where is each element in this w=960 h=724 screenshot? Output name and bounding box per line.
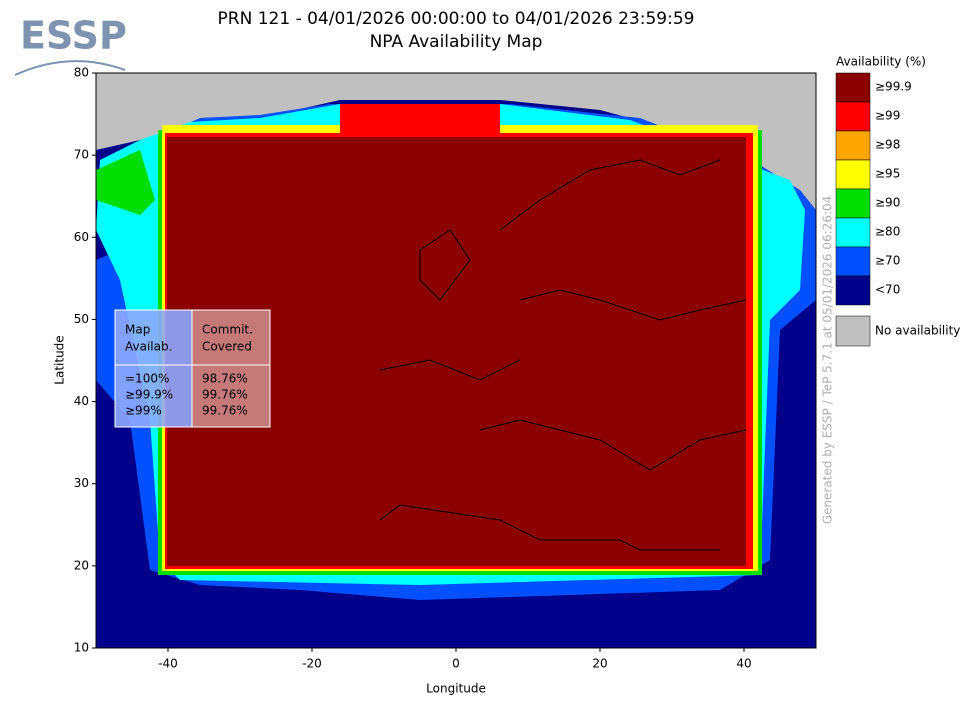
watermark: Generated by ESSP / TeP 5.7.1 at 05/01/2… bbox=[821, 196, 835, 525]
x-tick-label: -20 bbox=[302, 657, 322, 671]
y-tick-label: 30 bbox=[74, 476, 89, 490]
legend-label: ≥80 bbox=[875, 225, 900, 239]
chart-subtitle: NPA Availability Map bbox=[370, 32, 543, 52]
legend-label: ≥99.9 bbox=[875, 80, 912, 94]
legend-label: ≥95 bbox=[875, 167, 900, 181]
legend-title: Availability (%) bbox=[836, 55, 926, 69]
x-tick-label: 0 bbox=[452, 657, 460, 671]
table-column bbox=[191, 309, 271, 428]
y-tick-label: 70 bbox=[74, 148, 89, 162]
table-header: Covered bbox=[202, 340, 252, 354]
table-header: Commit. bbox=[202, 323, 253, 337]
legend-label: ≥99 bbox=[875, 109, 900, 123]
table-cell: 99.76% bbox=[202, 404, 248, 418]
x-tick-label: 40 bbox=[736, 657, 751, 671]
legend-label: <70 bbox=[875, 283, 900, 297]
logo-swoosh bbox=[14, 60, 126, 76]
y-tick-label: 80 bbox=[74, 66, 89, 80]
legend-label: ≥70 bbox=[875, 254, 900, 268]
coastline bbox=[379, 159, 747, 551]
y-tick-label: 20 bbox=[74, 558, 89, 572]
legend-swatch bbox=[835, 217, 871, 248]
legend-swatch bbox=[835, 101, 871, 132]
table-header: Availab. bbox=[125, 340, 172, 354]
table-cell: ≥99.9% bbox=[125, 388, 173, 402]
no-availability-area bbox=[96, 73, 816, 290]
x-tick-label: -40 bbox=[158, 657, 178, 671]
x-axis-label: Longitude bbox=[426, 682, 486, 696]
table-cell: =100% bbox=[125, 372, 169, 386]
legend-swatch bbox=[835, 246, 871, 277]
logo: ESSP bbox=[20, 14, 127, 58]
x-tick-label: 20 bbox=[592, 657, 607, 671]
y-axis-label: Latitude bbox=[53, 335, 67, 384]
map-coverage bbox=[95, 72, 817, 649]
legend-swatch bbox=[835, 188, 871, 219]
table-cell: ≥99% bbox=[125, 404, 162, 418]
table-cell: 98.76% bbox=[202, 372, 248, 386]
legend-swatch bbox=[835, 72, 871, 103]
legend-swatch bbox=[835, 315, 871, 347]
table-cell: 99.76% bbox=[202, 388, 248, 402]
summary-table bbox=[114, 309, 271, 428]
legend-label: No availability bbox=[875, 324, 960, 338]
legend-label: ≥98 bbox=[875, 138, 900, 152]
y-tick-label: 50 bbox=[74, 312, 89, 326]
legend-swatch bbox=[835, 130, 871, 161]
y-tick-label: 40 bbox=[74, 394, 89, 408]
y-tick-label: 10 bbox=[74, 641, 89, 655]
y-tick-label: 60 bbox=[74, 230, 89, 244]
band-90 bbox=[96, 150, 155, 215]
legend-swatch bbox=[835, 159, 871, 190]
chart-title: PRN 121 - 04/01/2026 00:00:00 to 04/01/2… bbox=[218, 9, 695, 29]
table-header: Map bbox=[125, 323, 150, 337]
legend-swatch bbox=[835, 275, 871, 306]
band-99 bbox=[340, 104, 500, 134]
legend-label: ≥90 bbox=[875, 196, 900, 210]
